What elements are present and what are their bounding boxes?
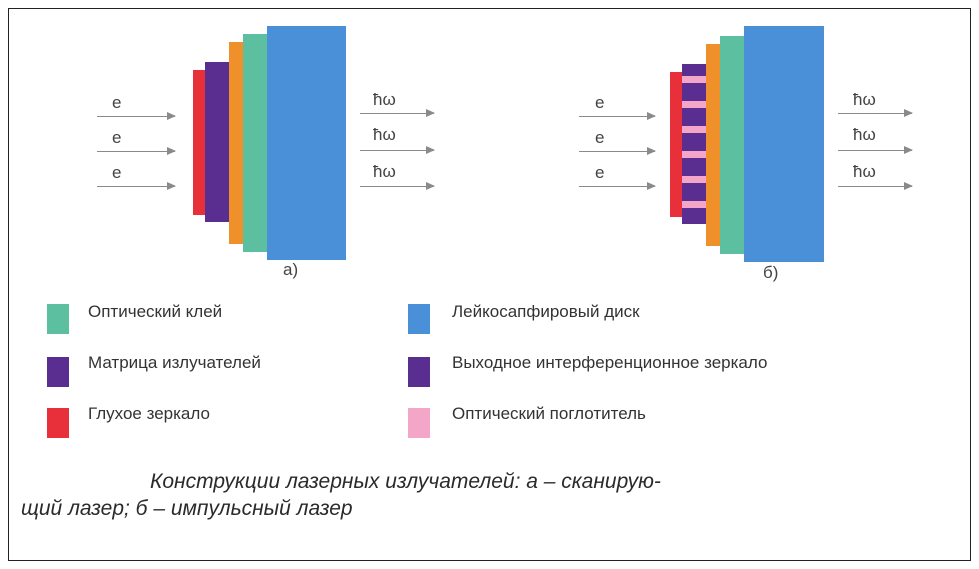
output-arrow bbox=[838, 109, 913, 117]
legend-swatch-emitter-matrix bbox=[47, 357, 69, 387]
orange-layer-a bbox=[229, 42, 243, 244]
output-label-photon: ħω bbox=[853, 90, 876, 109]
optical-absorber-stripe bbox=[682, 76, 706, 83]
output-label-photon: ħω bbox=[373, 90, 396, 109]
input-label-e: e bbox=[112, 93, 122, 112]
input-arrow bbox=[579, 112, 656, 120]
input-arrow bbox=[579, 182, 656, 190]
diagram-b-label: б) bbox=[763, 263, 779, 282]
sapphire-disk-layer-a bbox=[267, 26, 346, 260]
input-label-e: e bbox=[595, 93, 605, 112]
optical-absorber-stripe bbox=[682, 201, 706, 208]
blind-mirror-layer-a bbox=[193, 70, 205, 215]
legend-label: Глухое зеркало bbox=[88, 404, 210, 423]
output-label-photon: ħω bbox=[853, 125, 876, 144]
output-arrow bbox=[360, 146, 435, 154]
input-label-e: e bbox=[112, 163, 122, 182]
input-arrow bbox=[97, 147, 176, 155]
legend-swatch-sapphire-disk bbox=[408, 304, 430, 334]
output-arrow bbox=[838, 146, 913, 154]
sapphire-disk-layer-b bbox=[744, 26, 824, 262]
blind-mirror-layer-b bbox=[670, 72, 682, 217]
optical-absorber-stripe bbox=[682, 126, 706, 133]
optical-glue-layer-a bbox=[243, 34, 267, 252]
legend-swatch-blind-mirror bbox=[47, 408, 69, 438]
output-arrow bbox=[360, 182, 435, 190]
legend-label: Оптический клей bbox=[88, 302, 223, 321]
input-arrow bbox=[97, 182, 176, 190]
legend-swatch-optical-absorber bbox=[408, 408, 430, 438]
diagram-a-label: а) bbox=[283, 260, 299, 279]
output-arrow bbox=[360, 109, 435, 117]
figure-caption-line-1: Конструкции лазерных излучателей: а – ск… bbox=[150, 470, 661, 493]
legend-swatch-output-mirror bbox=[408, 357, 430, 387]
output-label-photon: ħω bbox=[373, 125, 396, 144]
optical-glue-layer-b bbox=[720, 36, 744, 254]
legend-label: Лейкосапфировый диск bbox=[452, 302, 640, 321]
legend-label: Оптический поглотитель bbox=[452, 404, 646, 423]
input-arrow bbox=[579, 147, 656, 155]
output-arrow bbox=[838, 182, 913, 190]
input-label-e: e bbox=[112, 128, 122, 147]
output-mirror-layer-b bbox=[682, 64, 706, 224]
legend-label: Выходное интерференционное зеркало bbox=[452, 353, 768, 372]
orange-layer-b bbox=[706, 44, 720, 246]
output-label-photon: ħω bbox=[373, 162, 396, 181]
optical-absorber-stripe bbox=[682, 176, 706, 183]
input-label-e: e bbox=[595, 163, 605, 182]
optical-absorber-stripe bbox=[682, 101, 706, 108]
legend-label: Матрица излучателей bbox=[88, 353, 261, 372]
figure-caption-line-2: щий лазер; б – импульсный лазер bbox=[21, 497, 353, 520]
input-label-e: e bbox=[595, 128, 605, 147]
optical-absorber-stripe bbox=[682, 151, 706, 158]
output-label-photon: ħω bbox=[853, 162, 876, 181]
emitter-matrix-layer-a bbox=[205, 62, 229, 222]
input-arrow bbox=[97, 112, 176, 120]
legend-swatch-optical-glue bbox=[47, 304, 69, 334]
